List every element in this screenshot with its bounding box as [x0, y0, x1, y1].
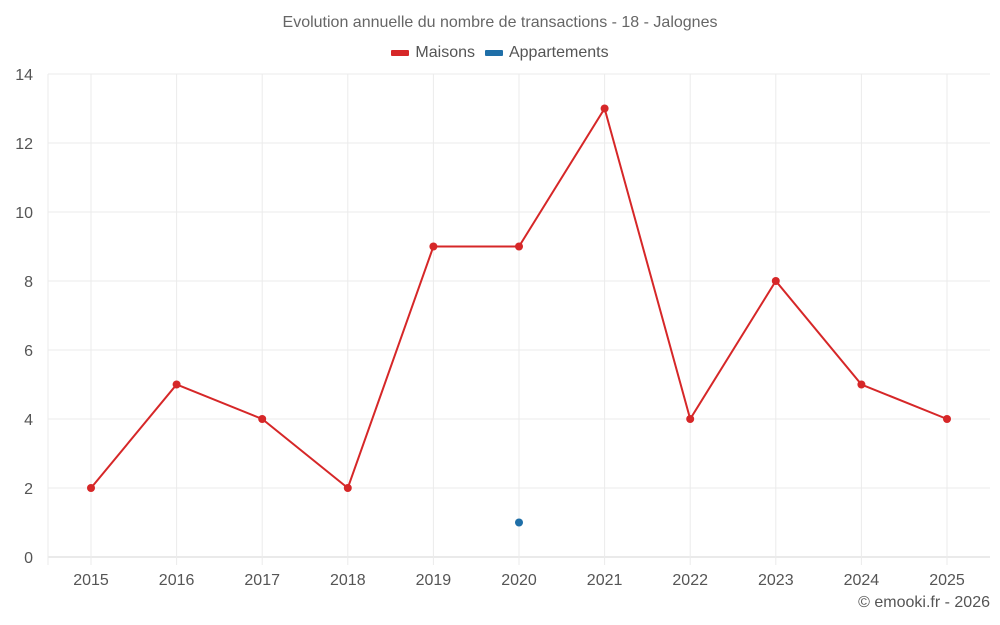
data-point-maisons[interactable]	[515, 242, 523, 251]
y-axis: 0 2 4 6 8 10 12 14	[15, 67, 33, 567]
y-tick-label: 4	[24, 412, 33, 429]
x-tick-label: 2017	[244, 572, 280, 589]
grid-lines	[47, 73, 990, 565]
data-point-appartements[interactable]	[515, 518, 523, 527]
x-tick-label: 2018	[330, 572, 366, 589]
legend-item-appartements[interactable]: Appartements	[484, 44, 609, 62]
data-point-maisons[interactable]	[172, 380, 181, 389]
legend-swatch-maisons	[391, 50, 410, 56]
x-tick-label: 2015	[73, 572, 109, 589]
y-tick-label: 6	[24, 343, 33, 360]
x-tick-label: 2019	[416, 572, 452, 589]
data-point-maisons[interactable]	[87, 484, 95, 492]
data-point-maisons[interactable]	[258, 415, 267, 423]
credit-text: © emooki.fr - 2026	[858, 594, 990, 611]
data-point-maisons[interactable]	[857, 380, 866, 389]
data-point-maisons[interactable]	[771, 277, 780, 285]
legend-swatch-appartements	[484, 50, 503, 56]
legend-label-maisons: Maisons	[415, 44, 475, 61]
data-point-maisons[interactable]	[686, 415, 695, 423]
data-point-maisons[interactable]	[429, 242, 438, 251]
y-tick-label: 10	[15, 205, 33, 222]
y-tick-label: 12	[15, 136, 33, 153]
legend: Maisons Appartements	[0, 44, 1000, 62]
y-tick-label: 8	[24, 274, 33, 291]
chart-title: Evolution annuelle du nombre de transact…	[282, 14, 718, 31]
y-tick-label: 0	[24, 550, 33, 567]
data-point-maisons[interactable]	[943, 415, 951, 423]
data-point-maisons[interactable]	[343, 484, 352, 492]
y-tick-label: 14	[15, 67, 33, 84]
x-tick-label: 2022	[672, 572, 708, 589]
x-tick-label: 2024	[844, 572, 880, 589]
legend-item-maisons[interactable]: Maisons	[391, 44, 475, 62]
x-axis: 2015 2016 2017 2018 2019 2020 2021 2022 2023 2024…	[73, 572, 965, 589]
data-point-maisons[interactable]	[600, 104, 609, 113]
legend-label-appartements: Appartements	[508, 44, 609, 61]
series-layer	[87, 104, 951, 527]
x-tick-label: 2023	[758, 572, 794, 589]
y-tick-label: 2	[24, 481, 33, 498]
x-tick-label: 2025	[929, 572, 965, 589]
x-tick-label: 2020	[501, 572, 537, 589]
x-tick-label: 2021	[587, 572, 623, 589]
x-tick-label: 2016	[159, 572, 195, 589]
